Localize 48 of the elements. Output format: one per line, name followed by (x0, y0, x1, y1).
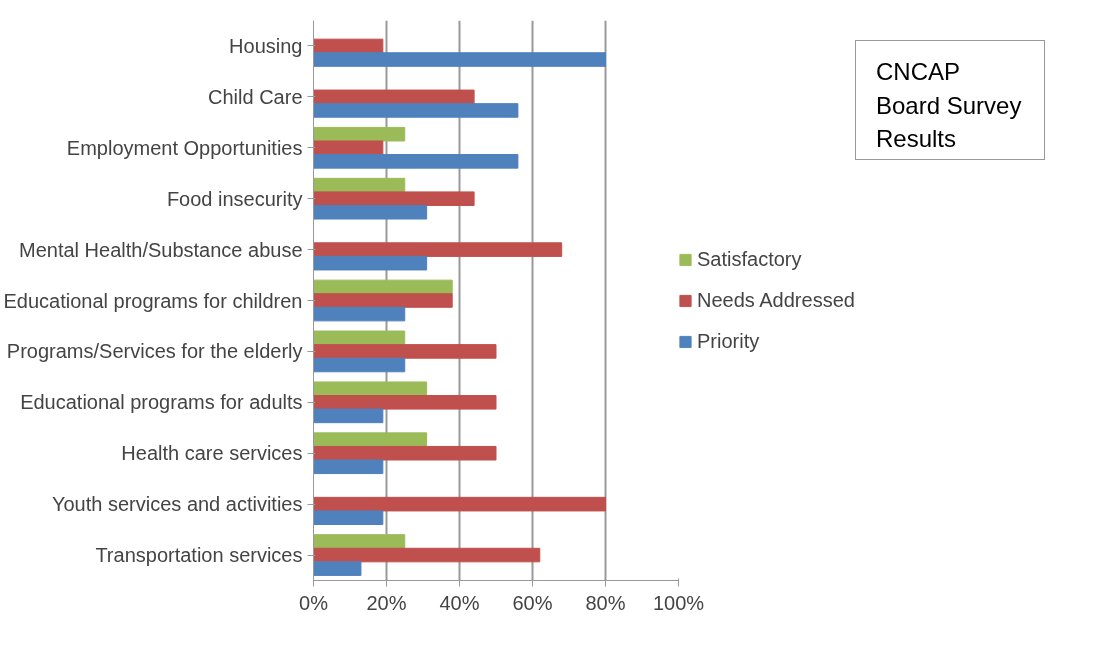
y-tick-label: Child Care (208, 85, 303, 108)
x-tick-label: 0% (299, 591, 329, 614)
bar (313, 395, 497, 410)
bar (313, 432, 428, 447)
y-tick-label: Youth services and activities (51, 493, 303, 516)
x-tick-label: 100% (652, 591, 705, 614)
bar (313, 561, 362, 576)
bar (313, 52, 606, 67)
bar (313, 242, 563, 257)
x-tick-label: 60% (512, 591, 553, 614)
bar (313, 103, 519, 118)
x-tick-label: 20% (366, 591, 407, 614)
bar (313, 154, 519, 169)
y-tick-label: Educational programs for children (3, 289, 303, 312)
bar (313, 279, 453, 295)
x-tick-label: 80% (585, 591, 626, 614)
bar (313, 293, 453, 308)
bar (313, 330, 406, 346)
legend-label: Priority (697, 329, 760, 353)
y-tick-label: Employment Opportunities (66, 136, 303, 159)
bar (313, 357, 406, 373)
bar (313, 191, 475, 206)
y-tick-label: Food insecurity (166, 187, 303, 210)
text: CNCAP Board Survey Results (876, 57, 1023, 155)
bar (313, 89, 475, 105)
bar (313, 381, 428, 397)
bar (313, 510, 384, 525)
bar (313, 126, 406, 142)
bar (313, 344, 497, 359)
legend-label: Satisfactory (697, 247, 802, 271)
y-tick-label: Educational programs for adults (20, 391, 303, 414)
bar (313, 496, 606, 512)
y-tick-label: Housing (229, 34, 303, 57)
bar (313, 408, 384, 424)
bar (313, 255, 428, 271)
y-tick-label: Health care services (121, 442, 303, 465)
x-tick-label: 40% (439, 591, 480, 614)
bar (313, 306, 406, 322)
y-tick-label: Transportation services (95, 544, 303, 567)
bar (313, 140, 384, 156)
bar (313, 459, 384, 475)
y-tick-label: Mental Health/Substance abuse (18, 238, 303, 261)
y-tick-label: Programs/Services for the elderly (6, 340, 303, 363)
bar (313, 204, 428, 220)
bar (313, 534, 406, 549)
legend-label: Needs Addressed (697, 288, 855, 312)
bar (313, 445, 497, 461)
bar (313, 547, 541, 563)
